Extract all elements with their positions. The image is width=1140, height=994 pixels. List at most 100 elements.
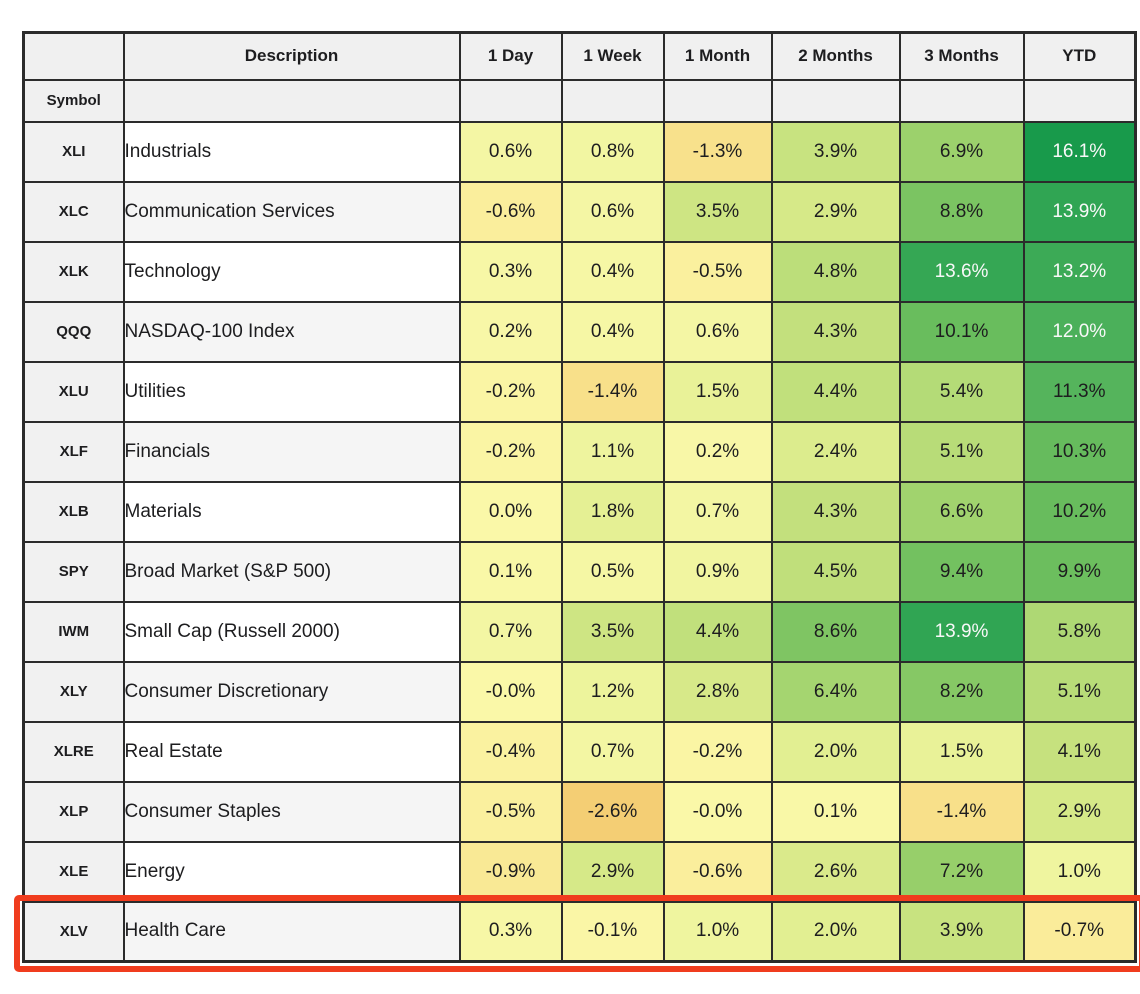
table-row-xlb: XLB Materials 0.0% 1.8% 0.7% 4.3% 6.6% 10.2% xyxy=(22,480,1137,543)
value-cell: 5.1% xyxy=(1022,660,1137,723)
period-header-cell-3: 2 Months xyxy=(770,31,901,81)
value-cell: 6.4% xyxy=(770,660,901,723)
value-cell: -0.2% xyxy=(458,420,563,483)
period-header-cell-1: 1 Week xyxy=(560,31,665,81)
description-cell: Communication Services xyxy=(122,180,461,243)
value-cell: -0.6% xyxy=(662,840,773,903)
value-cell: -0.2% xyxy=(458,360,563,423)
value-cell: 0.7% xyxy=(560,720,665,783)
value-cell: 7.2% xyxy=(898,840,1025,903)
value-cell: -0.6% xyxy=(458,180,563,243)
value-cell: 2.9% xyxy=(1022,780,1137,843)
period-header-cell-2: 1 Month xyxy=(662,31,773,81)
symbol-row-empty-cell xyxy=(770,78,901,123)
value-cell: 4.1% xyxy=(1022,720,1137,783)
table-wrapper: Description 1 Day 1 Week 1 Month 2 Months 3 M… xyxy=(22,31,1137,963)
value-cell: 3.5% xyxy=(662,180,773,243)
symbol-cell: XLC xyxy=(22,180,125,243)
value-cell: -0.0% xyxy=(458,660,563,723)
value-cell: 5.8% xyxy=(1022,600,1137,663)
symbol-row-empty-cell xyxy=(662,78,773,123)
symbol-cell: IWM xyxy=(22,600,125,663)
value-cell: 2.9% xyxy=(560,840,665,903)
description-cell: Health Care xyxy=(122,900,461,963)
value-cell: 10.3% xyxy=(1022,420,1137,483)
value-cell: -0.5% xyxy=(458,780,563,843)
value-cell: 0.4% xyxy=(560,240,665,303)
value-cell: 1.5% xyxy=(898,720,1025,783)
value-cell: 2.9% xyxy=(770,180,901,243)
symbol-cell: XLK xyxy=(22,240,125,303)
table-body: XLI Industrials 0.6% 0.8% -1.3% 3.9% 6.9% 16.1%… xyxy=(22,120,1137,963)
table-row-xlv: XLV Health Care 0.3% -0.1% 1.0% 2.0% 3.9% -0.7% xyxy=(22,900,1137,963)
value-cell: 1.1% xyxy=(560,420,665,483)
value-cell: 2.4% xyxy=(770,420,901,483)
value-cell: 0.2% xyxy=(458,300,563,363)
table-row-xlre: XLRE Real Estate -0.4% 0.7% -0.2% 2.0% 1.5% 4.1… xyxy=(22,720,1137,783)
period-header-cell-4: 3 Months xyxy=(898,31,1025,81)
value-cell: 8.8% xyxy=(898,180,1025,243)
value-cell: 2.0% xyxy=(770,720,901,783)
value-cell: 5.4% xyxy=(898,360,1025,423)
table-row-xli: XLI Industrials 0.6% 0.8% -1.3% 3.9% 6.9% 16.1% xyxy=(22,120,1137,183)
value-cell: 0.3% xyxy=(458,240,563,303)
value-cell: 6.6% xyxy=(898,480,1025,543)
value-cell: 0.3% xyxy=(458,900,563,963)
value-cell: 0.4% xyxy=(560,300,665,363)
value-cell: 13.2% xyxy=(1022,240,1137,303)
value-cell: 2.8% xyxy=(662,660,773,723)
value-cell: 2.0% xyxy=(770,900,901,963)
symbol-cell: XLRE xyxy=(22,720,125,783)
value-cell: -2.6% xyxy=(560,780,665,843)
value-cell: 0.8% xyxy=(560,120,665,183)
description-cell: Energy xyxy=(122,840,461,903)
table-head: Description 1 Day 1 Week 1 Month 2 Months 3 M… xyxy=(22,31,1137,123)
value-cell: 1.5% xyxy=(662,360,773,423)
value-cell: 0.7% xyxy=(458,600,563,663)
symbol-row-empty-cell xyxy=(898,78,1025,123)
value-cell: 4.3% xyxy=(770,480,901,543)
value-cell: 4.4% xyxy=(662,600,773,663)
description-header-cell: Description xyxy=(122,31,461,81)
value-cell: 13.9% xyxy=(898,600,1025,663)
symbol-cell: XLI xyxy=(22,120,125,183)
value-cell: 0.2% xyxy=(662,420,773,483)
symbol-row-empty-cell xyxy=(458,78,563,123)
symbol-cell: SPY xyxy=(22,540,125,603)
description-cell: Financials xyxy=(122,420,461,483)
value-cell: 1.2% xyxy=(560,660,665,723)
symbol-cell: XLE xyxy=(22,840,125,903)
value-cell: 0.6% xyxy=(458,120,563,183)
symbol-cell: XLU xyxy=(22,360,125,423)
table-row-spy: SPY Broad Market (S&P 500) 0.1% 0.5% 0.9% 4.5… xyxy=(22,540,1137,603)
value-cell: 13.9% xyxy=(1022,180,1137,243)
value-cell: 0.1% xyxy=(770,780,901,843)
value-cell: 3.9% xyxy=(898,900,1025,963)
description-cell: Utilities xyxy=(122,360,461,423)
value-cell: 0.0% xyxy=(458,480,563,543)
value-cell: 1.8% xyxy=(560,480,665,543)
table-row-xlc: XLC Communication Services -0.6% 0.6% 3.5% 2.… xyxy=(22,180,1137,243)
sector-performance-heatmap-table: Description 1 Day 1 Week 1 Month 2 Months 3 M… xyxy=(22,31,1137,963)
value-cell: 12.0% xyxy=(1022,300,1137,363)
value-cell: 13.6% xyxy=(898,240,1025,303)
value-cell: 4.4% xyxy=(770,360,901,423)
value-cell: 3.9% xyxy=(770,120,901,183)
value-cell: -0.0% xyxy=(662,780,773,843)
symbol-header-cell: Symbol xyxy=(22,78,125,123)
value-cell: -0.2% xyxy=(662,720,773,783)
symbol-cell: XLY xyxy=(22,660,125,723)
table-row-xlp: XLP Consumer Staples -0.5% -2.6% -0.0% 0.1% -1… xyxy=(22,780,1137,843)
symbol-cell: XLB xyxy=(22,480,125,543)
symbol-cell: QQQ xyxy=(22,300,125,363)
symbol-cell: XLF xyxy=(22,420,125,483)
value-cell: 0.6% xyxy=(560,180,665,243)
table-row-xlk: XLK Technology 0.3% 0.4% -0.5% 4.8% 13.6% 13.2% xyxy=(22,240,1137,303)
value-cell: 0.5% xyxy=(560,540,665,603)
value-cell: -1.4% xyxy=(560,360,665,423)
period-header-cell-0: 1 Day xyxy=(458,31,563,81)
value-cell: -1.3% xyxy=(662,120,773,183)
value-cell: 0.7% xyxy=(662,480,773,543)
description-cell: Broad Market (S&P 500) xyxy=(122,540,461,603)
